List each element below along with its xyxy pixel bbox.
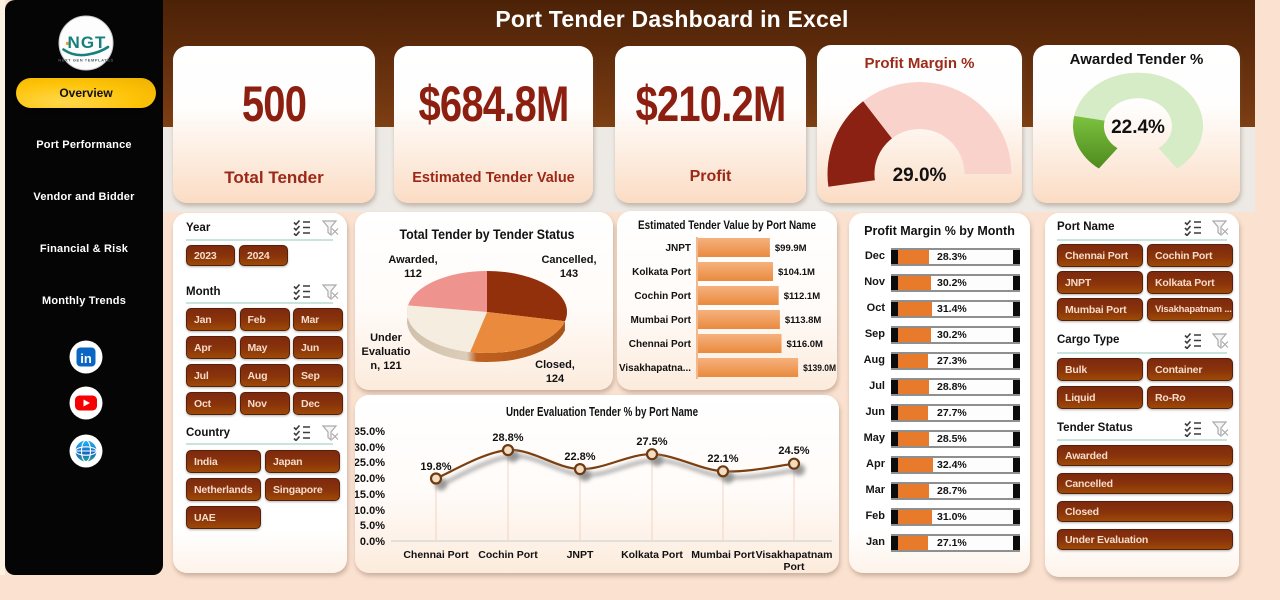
svg-text:NGT: NGT (68, 33, 107, 52)
svg-text:Cochin Port: Cochin Port (478, 549, 538, 561)
svg-text:$99.9M: $99.9M (775, 243, 807, 254)
svg-text:JNPT: JNPT (665, 243, 691, 254)
svg-text:Estimated Tender Value by Port: Estimated Tender Value by Port Name (638, 218, 816, 232)
svg-text:143: 143 (560, 268, 578, 280)
svg-text:5.0%: 5.0% (360, 520, 385, 532)
svg-text:28.8%: 28.8% (492, 432, 523, 444)
svg-text:22.1%: 22.1% (707, 453, 738, 465)
svg-text:Total Tender by Tender Status: Total Tender by Tender Status (400, 227, 575, 242)
svg-text:22.4%: 22.4% (1111, 117, 1165, 138)
svg-text:Under Evaluation Tender % by P: Under Evaluation Tender % by Port Name (506, 404, 698, 419)
svg-text:Chennai Port: Chennai Port (403, 549, 469, 561)
svg-text:Chennai Port: Chennai Port (629, 339, 692, 350)
svg-text:19.8%: 19.8% (420, 461, 451, 473)
svg-text:Cochin Port: Cochin Port (634, 291, 691, 302)
svg-text:Kolkata Port: Kolkata Port (621, 549, 683, 561)
svg-text:29.0%: 29.0% (893, 165, 947, 186)
svg-text:20.0%: 20.0% (355, 473, 385, 485)
svg-text:30.0%: 30.0% (355, 442, 385, 454)
svg-text:25.0%: 25.0% (355, 457, 385, 469)
svg-text:22.8%: 22.8% (564, 451, 595, 463)
svg-text:Kolkata Port: Kolkata Port (632, 267, 692, 278)
svg-text:Closed,: Closed, (535, 359, 575, 371)
svg-text:$139.0M: $139.0M (803, 363, 836, 374)
svg-text:Mumbai Port: Mumbai Port (691, 549, 755, 561)
svg-text:NEXT GEN TEMPLATES: NEXT GEN TEMPLATES (58, 58, 113, 63)
svg-text:$112.1M: $112.1M (784, 291, 821, 302)
svg-text:Port: Port (784, 561, 806, 573)
svg-text:in: in (80, 351, 92, 366)
svg-text:24.5%: 24.5% (778, 445, 809, 457)
svg-text:Visakhapatnam: Visakhapatnam (756, 549, 833, 561)
svg-text:Cancelled,: Cancelled, (541, 254, 596, 266)
svg-text:n, 121: n, 121 (370, 360, 401, 372)
svg-text:Mumbai Port: Mumbai Port (630, 315, 691, 326)
svg-text:JNPT: JNPT (567, 549, 594, 561)
svg-text:Under: Under (370, 332, 403, 344)
svg-text:10.0%: 10.0% (355, 505, 385, 517)
svg-text:112: 112 (404, 268, 422, 280)
svg-text:35.0%: 35.0% (355, 426, 385, 438)
svg-text:Evaluatio: Evaluatio (362, 346, 411, 358)
svg-text:27.5%: 27.5% (636, 436, 667, 448)
svg-text:0.0%: 0.0% (360, 536, 385, 548)
svg-text:Visakhapatna...: Visakhapatna... (619, 363, 691, 374)
svg-text:124: 124 (546, 373, 565, 385)
svg-text:15.0%: 15.0% (355, 489, 385, 501)
svg-text:$104.1M: $104.1M (778, 267, 815, 278)
svg-text:$116.0M: $116.0M (787, 339, 824, 350)
svg-text:$113.8M: $113.8M (785, 315, 822, 326)
svg-text:Awarded,: Awarded, (388, 254, 437, 266)
